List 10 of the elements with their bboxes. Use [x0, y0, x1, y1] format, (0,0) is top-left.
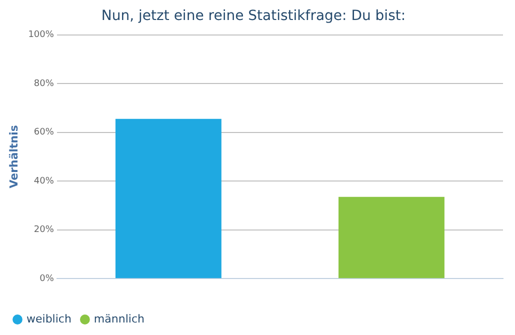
y-axis-title: Verhältnis	[7, 124, 20, 188]
y-tick-label: 40%	[34, 176, 54, 186]
y-tick-label: 100%	[28, 30, 54, 40]
legend-label: weiblich	[26, 312, 72, 326]
y-tick-label: 60%	[34, 128, 54, 138]
y-tick-label: 0%	[40, 274, 54, 284]
y-tick-label: 80%	[34, 78, 54, 89]
chart-title: Nun, jetzt eine reine Statistikfrage: Du bist:	[101, 8, 406, 24]
legend-label: männlich	[94, 312, 144, 326]
y-tick-label: 20%	[34, 225, 54, 236]
